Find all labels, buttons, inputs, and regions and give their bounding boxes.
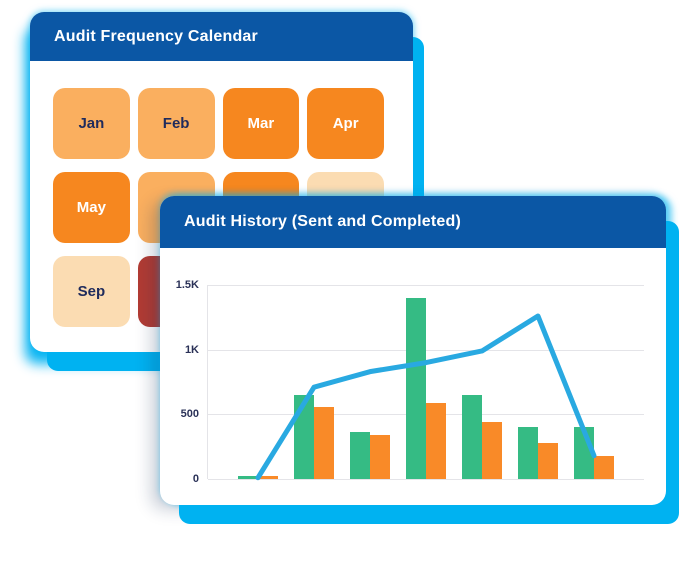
plot-area: 1.5K 1K 500 0 — [176, 279, 644, 485]
calendar-card-title: Audit Frequency Calendar — [54, 27, 258, 45]
gridline-0 — [208, 479, 644, 480]
bar-group-3 — [350, 432, 390, 479]
orange-bar — [426, 402, 446, 479]
month-tile-apr[interactable]: Apr — [307, 88, 384, 159]
y-tick-label: 500 — [180, 408, 199, 421]
gridline-1.5K — [208, 285, 644, 286]
month-tile-jan[interactable]: Jan — [53, 88, 130, 159]
y-tick-label: 0 — [192, 473, 199, 485]
calendar-card-header: Audit Frequency Calendar — [30, 12, 413, 61]
green-bar — [350, 432, 370, 479]
orange-bar — [594, 456, 614, 479]
bar-group-1 — [238, 476, 278, 479]
green-bar — [518, 427, 538, 479]
month-tile-sep[interactable]: Sep — [53, 256, 130, 327]
bar-group-4 — [406, 297, 446, 479]
bar-group-6 — [518, 427, 558, 479]
orange-bar — [538, 442, 558, 479]
green-bar — [406, 297, 426, 479]
audit-history-card-title: Audit History (Sent and Completed) — [184, 213, 462, 230]
orange-bar — [482, 422, 502, 479]
orange-bar — [370, 435, 390, 479]
green-bar — [462, 394, 482, 479]
audit-history-card-header: Audit History (Sent and Completed) — [160, 196, 666, 248]
trend-line — [255, 313, 597, 481]
bar-group-5 — [462, 394, 502, 479]
month-tile-mar[interactable]: Mar — [222, 88, 300, 159]
green-bar — [238, 476, 258, 479]
month-tile-feb[interactable]: Feb — [137, 88, 215, 159]
month-tile-may[interactable]: May — [53, 172, 130, 243]
orange-bar — [314, 406, 334, 479]
y-tick-label: 1.5K — [175, 279, 199, 291]
orange-bar — [258, 476, 278, 479]
y-tick-label: 1K — [184, 343, 199, 356]
gridline-1K — [208, 349, 644, 351]
audit-history-card: Audit History (Sent and Completed) 1.5K 1… — [160, 196, 666, 505]
